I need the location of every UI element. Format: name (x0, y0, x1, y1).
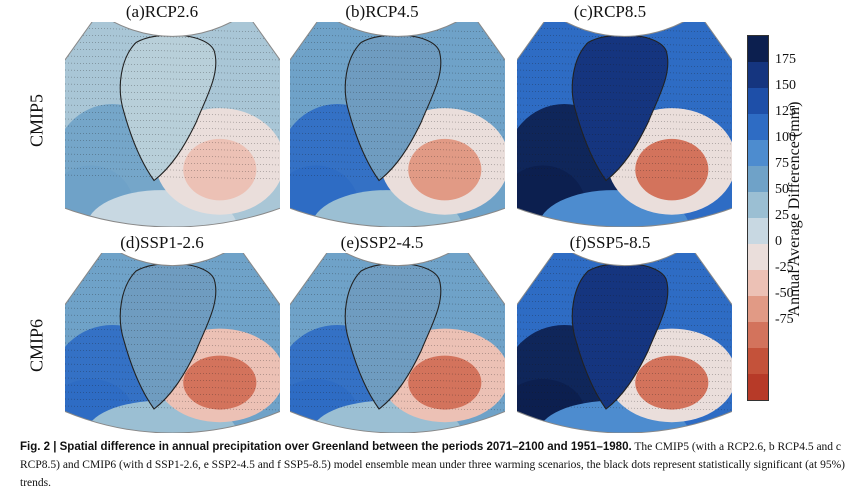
row-label-cmip5: CMIP5 (26, 94, 47, 148)
southwest-region (517, 165, 586, 227)
map-panel-c (517, 22, 732, 227)
east-anomaly-blob (408, 138, 482, 201)
colorbar-tick-label: 25 (775, 208, 789, 223)
colorbar-segment (748, 166, 768, 192)
panel-title-a: (a)RCP2.6 (125, 2, 199, 21)
map-field (290, 253, 505, 433)
colorbar-tick-label: -50 (775, 286, 794, 301)
colorbar-segment (748, 270, 768, 296)
colorbar-tick-label: 150 (775, 78, 796, 93)
colorbar-label: Annual Average Difference (mm) (786, 101, 803, 317)
map-frame (517, 253, 732, 433)
southwest-region (65, 379, 134, 433)
map-frame (290, 253, 505, 433)
colorbar-tick-label: 0 (775, 234, 782, 249)
colorbar-segment (748, 114, 768, 140)
panel-title-f: (f)SSP5-8.5 (569, 233, 651, 252)
panel-title-d: (d)SSP1-2.6 (120, 233, 204, 252)
map-field (517, 253, 732, 433)
east-anomaly-blob (183, 138, 257, 201)
panel-title-b: (b)RCP4.5 (345, 2, 419, 21)
map-frame (65, 253, 280, 433)
colorbar-segment (748, 374, 768, 400)
southwest-region (65, 165, 134, 227)
southwest-region (290, 165, 359, 227)
greenland-outline (119, 34, 217, 182)
colorbar-segment (748, 88, 768, 114)
map-field (65, 253, 280, 433)
map-field (290, 22, 505, 227)
colorbar (747, 35, 769, 401)
colorbar-segment (748, 36, 768, 62)
map-panel-e (290, 253, 505, 433)
map-panel-f (517, 253, 732, 433)
colorbar-segment (748, 140, 768, 166)
colorbar-segment (748, 348, 768, 374)
colorbar-tick-label: 175 (775, 52, 796, 67)
caption-text: The CMIP5 (with a RCP2.6, b RCP4.5 and c… (20, 441, 845, 489)
greenland-outline (571, 34, 669, 182)
figure-caption: Fig. 2 | Spatial difference in annual pr… (20, 438, 850, 492)
greenland-outline (344, 262, 442, 410)
southwest-region (517, 379, 586, 433)
greenland-outline (119, 262, 217, 410)
map-panel-d (65, 253, 280, 433)
map-panel-a (65, 22, 280, 227)
map-panel-b (290, 22, 505, 227)
colorbar-segment (748, 192, 768, 218)
east-anomaly-blob (183, 355, 257, 410)
map-field (65, 22, 280, 227)
colorbar-tick-label: 100 (775, 130, 796, 145)
map-frame (65, 22, 280, 227)
east-anomaly-blob (635, 355, 709, 410)
colorbar-segment (748, 322, 768, 348)
east-anomaly-blob (408, 355, 482, 410)
caption-bold: Fig. 2 | Spatial difference in annual pr… (20, 441, 632, 453)
colorbar-segment (748, 218, 768, 244)
row-label-cmip6: CMIP6 (26, 319, 47, 373)
map-frame (517, 22, 732, 227)
colorbar-segment (748, 244, 768, 270)
panel-title-c: (c)RCP8.5 (573, 2, 647, 21)
east-anomaly-blob (635, 138, 709, 201)
map-frame (290, 22, 505, 227)
panel-title-e: (e)SSP2-4.5 (340, 233, 424, 252)
colorbar-tick-label: 50 (775, 182, 789, 197)
colorbar-tick-label: 75 (775, 156, 789, 171)
map-field (517, 22, 732, 227)
southwest-region (290, 379, 359, 433)
colorbar-segment (748, 62, 768, 88)
colorbar-tick-label: -75 (775, 312, 794, 327)
colorbar-tick-label: 125 (775, 104, 796, 119)
greenland-outline (344, 34, 442, 182)
colorbar-segment (748, 296, 768, 322)
greenland-outline (571, 262, 669, 410)
colorbar-tick-label: -25 (775, 260, 794, 275)
